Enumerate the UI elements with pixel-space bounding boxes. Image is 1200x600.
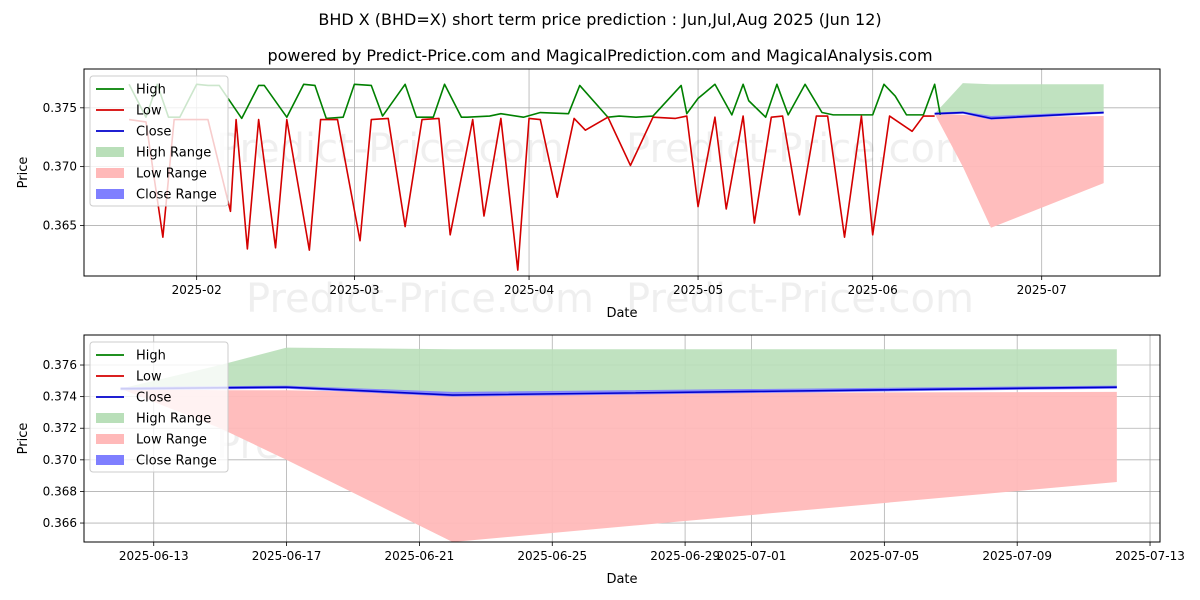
legend-label: Low	[136, 370, 162, 385]
watermark: Predict-Price.com	[626, 126, 974, 172]
x-tick-label: 2025-07	[1017, 283, 1067, 297]
watermark: Predict-Price.com	[626, 276, 974, 322]
legend-box	[89, 75, 229, 207]
y-axis-label: Price	[16, 157, 31, 189]
chart-subtitle: powered by Predict-Price.com and Magical…	[267, 46, 933, 65]
legend-swatch	[96, 189, 124, 199]
close-range-band	[120, 385, 1117, 397]
legend-label: Low Range	[136, 433, 207, 448]
legend-label: Close	[136, 125, 171, 140]
axes-frame	[83, 68, 1161, 277]
y-tick-label: 0.366	[43, 516, 77, 530]
plot-area	[120, 347, 1117, 542]
legend-swatch	[96, 455, 124, 465]
y-tick-label: 0.372	[43, 421, 77, 435]
legend-box	[89, 341, 229, 473]
close-line	[934, 111, 1104, 120]
legend-label: Low	[136, 104, 162, 119]
y-tick-label: 0.370	[43, 453, 77, 467]
panel-top: 2025-02 2025-03 2025-04 2025-05 2025-06 2025-…	[16, 68, 1161, 322]
x-tick-label: 2025-06-29	[650, 549, 720, 563]
low-range-band	[120, 388, 1117, 542]
y-tick-label: 0.374	[43, 390, 77, 404]
y-tick-label: 0.368	[43, 484, 77, 498]
x-tick-label: 2025-07-13	[1115, 549, 1185, 563]
x-tick-label: 2025-06-13	[119, 549, 189, 563]
x-tick-label: 2025-04	[504, 283, 554, 297]
legend-label: High	[136, 349, 166, 364]
plot-area	[128, 83, 1104, 271]
high-range-band	[934, 83, 1104, 118]
legend-label: High	[136, 83, 166, 98]
axes-frame	[83, 334, 1161, 543]
chart-title: BHD X (BHD=X) short term price predictio…	[318, 10, 882, 29]
legend: High Low Close High Range Low Range Close Ran…	[89, 75, 229, 207]
x-tick-label: 2025-07-05	[849, 549, 919, 563]
x-tick-label: 2025-06-17	[252, 549, 322, 563]
legend-label: Low Range	[136, 167, 207, 182]
panel-bottom: 2025-06-13 2025-06-17 2025-06-21 2025-06-25…	[16, 334, 1185, 587]
y-tick-label: 0.375	[43, 101, 77, 115]
legend-label: Close Range	[136, 188, 217, 203]
y-tick-label: 0.376	[43, 358, 77, 372]
low-line	[128, 115, 935, 271]
y-axis-label: Price	[16, 423, 31, 455]
x-tick-label: 2025-02	[172, 283, 222, 297]
legend-swatch	[96, 168, 124, 178]
legend-swatch	[96, 147, 124, 157]
x-tick-label: 2025-05	[673, 283, 723, 297]
legend-label: Close	[136, 391, 171, 406]
x-tick-label: 2025-07-01	[717, 549, 787, 563]
y-tick-label: 0.365	[43, 218, 77, 232]
legend-swatch	[96, 413, 124, 423]
legend-label: Close Range	[136, 454, 217, 469]
x-axis-label: Date	[606, 572, 637, 587]
legend-label: High Range	[136, 146, 211, 161]
legend: High Low Close High Range Low Range Close Ran…	[89, 341, 229, 473]
high-range-band	[120, 347, 1117, 394]
x-tick-label: 2025-03	[329, 283, 379, 297]
x-tick-label: 2025-06-21	[385, 549, 455, 563]
low-range-band	[934, 113, 1104, 228]
watermark: Predict-Price.com	[246, 276, 594, 322]
x-tick-label: 2025-06-25	[517, 549, 587, 563]
x-tick-label: 2025-06	[848, 283, 898, 297]
y-tick-label: 0.370	[43, 160, 77, 174]
x-tick-label: 2025-07-09	[982, 549, 1052, 563]
close-range-band	[934, 111, 1104, 120]
high-line	[128, 83, 942, 120]
x-axis-label: Date	[606, 306, 637, 321]
legend-label: High Range	[136, 412, 211, 427]
legend-swatch	[96, 434, 124, 444]
